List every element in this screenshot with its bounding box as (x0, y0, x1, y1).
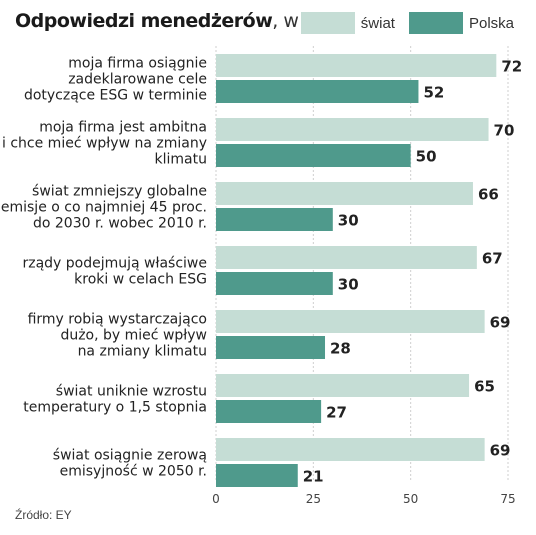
legend: świat Polska (287, 12, 514, 34)
x-tick-label: 50 (403, 492, 418, 506)
legend-label-swiat: świat (360, 14, 395, 32)
data-label-polska: 52 (423, 84, 444, 102)
bar-swiat (216, 182, 473, 205)
data-label-swiat: 70 (494, 122, 515, 140)
category-label: emisje o co najmniej 45 proc. (1, 200, 207, 216)
data-label-swiat: 66 (478, 186, 499, 204)
category-label: dużo, by mieć wpływ (60, 328, 207, 344)
category-label: firmy robią wystarczająco (28, 312, 207, 328)
category-label: rządy podejmują właściwe (22, 256, 207, 272)
category-label: do 2030 r. wobec 2010 r. (33, 216, 207, 232)
data-label-polska: 21 (303, 468, 324, 486)
bar-polska (216, 208, 333, 231)
legend-swatch-polska (408, 12, 463, 34)
category-label: moja firma osiągnie (68, 56, 207, 72)
category-label: emisyjność w 2050 r. (60, 464, 207, 480)
legend-item-polska: Polska (408, 12, 514, 34)
source-note: Źródło: EY (15, 508, 72, 522)
category-label: moja firma jest ambitna (39, 120, 207, 136)
data-label-polska: 30 (338, 276, 359, 294)
bar-swiat (216, 118, 489, 141)
data-label-swiat: 69 (490, 442, 511, 460)
data-label-swiat: 65 (474, 378, 495, 396)
data-label-polska: 27 (326, 404, 347, 422)
category-label: i chce mieć wpływ na zmiany (2, 136, 207, 152)
legend-item-swiat: świat (300, 12, 395, 34)
category-label: kroki w celach ESG (74, 272, 207, 288)
bar-polska (216, 80, 419, 103)
data-label-swiat: 72 (501, 58, 522, 76)
bar-polska (216, 144, 411, 167)
data-label-polska: 50 (416, 148, 437, 166)
legend-swatch-swiat (300, 12, 355, 34)
data-label-swiat: 67 (482, 250, 503, 268)
x-tick-label: 25 (306, 492, 321, 506)
chart-title-main: Odpowiedzi menedżerów (15, 10, 273, 32)
category-label: klimatu (155, 152, 207, 168)
category-label: temperatury o 1,5 stopnia (23, 400, 207, 416)
category-label: na zmiany klimatu (78, 344, 207, 360)
category-label: świat zmniejszy globalne (32, 184, 207, 200)
category-label: świat osiągnie zerową (53, 448, 207, 464)
bar-polska (216, 336, 326, 359)
x-tick-label: 0 (212, 492, 220, 506)
bar-swiat (216, 438, 485, 461)
data-label-polska: 30 (338, 212, 359, 230)
bar-swiat (216, 54, 497, 77)
category-label: zadeklarowane cele (68, 72, 207, 88)
bar-polska (216, 400, 322, 423)
category-label: dotyczące ESG w terminie (24, 88, 207, 104)
bar-polska (216, 464, 298, 487)
bar-swiat (216, 374, 470, 397)
bar-polska (216, 272, 333, 295)
bar-swiat (216, 310, 485, 333)
category-label: świat uniknie wzrostu (56, 384, 207, 400)
legend-label-polska: Polska (468, 14, 514, 32)
bar-swiat (216, 246, 477, 269)
data-label-swiat: 69 (490, 314, 511, 332)
data-label-polska: 28 (330, 340, 351, 358)
x-tick-label: 75 (500, 492, 515, 506)
